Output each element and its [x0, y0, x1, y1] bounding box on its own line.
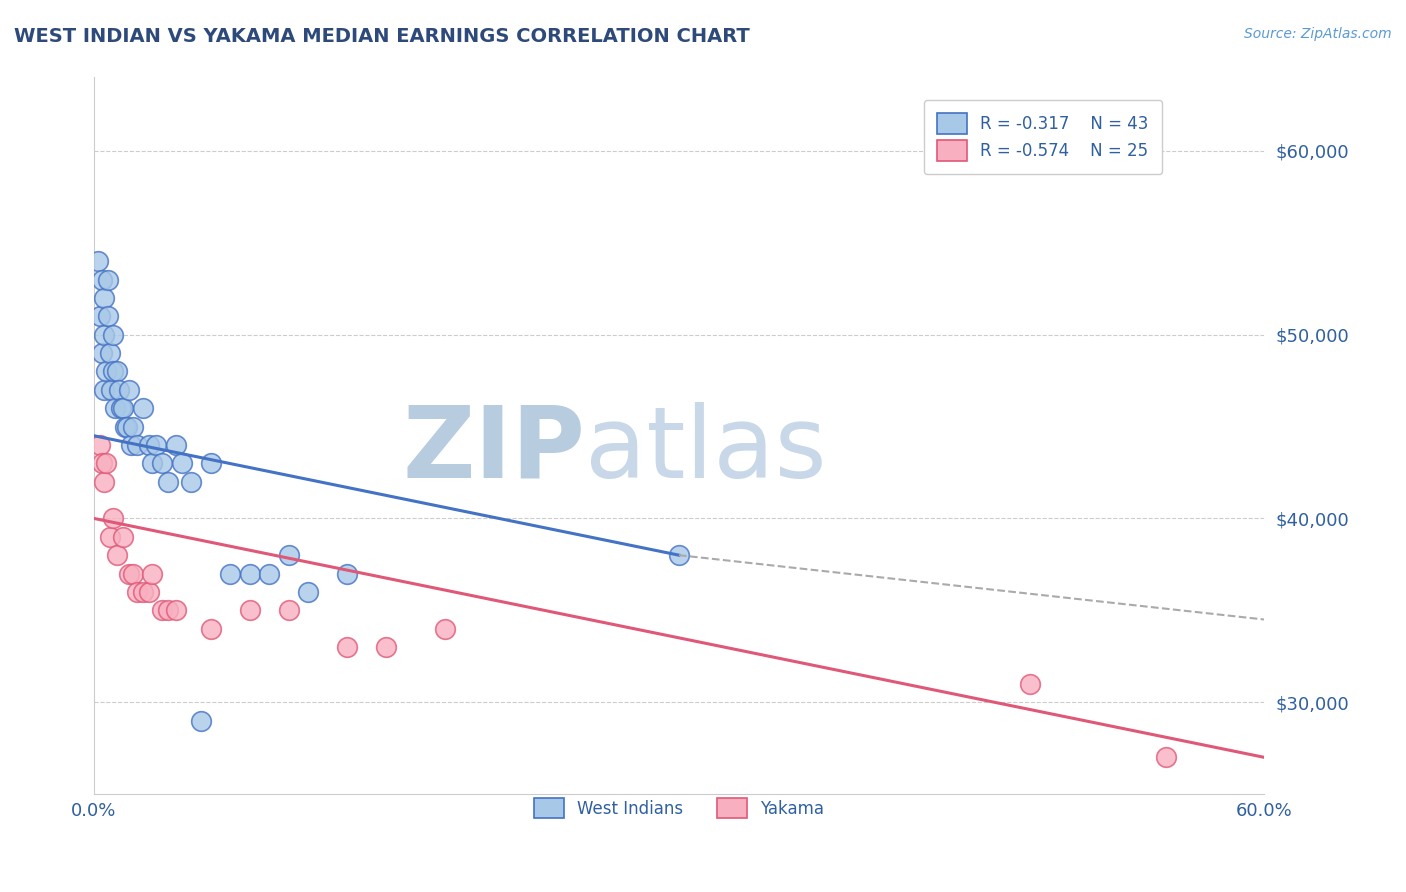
Point [93, 475, 115, 489]
Point [277, 603, 299, 617]
Point [87, 254, 110, 268]
Text: ZIP: ZIP [402, 401, 585, 499]
Point [89, 438, 111, 452]
Point [118, 383, 141, 397]
Point [277, 548, 299, 562]
Point [668, 548, 690, 562]
Point [138, 585, 160, 599]
Point [157, 475, 180, 489]
Point [100, 383, 122, 397]
Point [120, 438, 142, 452]
Text: Source: ZipAtlas.com: Source: ZipAtlas.com [1244, 27, 1392, 41]
Point [105, 548, 128, 562]
Point [141, 566, 163, 581]
Point [90, 346, 112, 360]
Point [150, 603, 173, 617]
Point [110, 401, 132, 416]
Point [104, 401, 127, 416]
Point [259, 566, 281, 581]
Point [90, 272, 112, 286]
Text: WEST INDIAN VS YAKAMA MEDIAN EARNINGS CORRELATION CHART: WEST INDIAN VS YAKAMA MEDIAN EARNINGS CO… [14, 27, 749, 45]
Point [105, 364, 128, 378]
Point [190, 714, 212, 728]
Point [94, 364, 117, 378]
Point [115, 419, 138, 434]
Point [97, 272, 120, 286]
Point [103, 511, 125, 525]
Point [112, 530, 135, 544]
Point [93, 291, 115, 305]
Point [93, 383, 115, 397]
Point [150, 456, 173, 470]
Point [297, 585, 319, 599]
Point [239, 603, 262, 617]
Point [1019, 677, 1042, 691]
Point [336, 566, 359, 581]
Point [200, 456, 222, 470]
Point [433, 622, 456, 636]
Point [122, 419, 145, 434]
Point [103, 364, 125, 378]
Point [98, 346, 121, 360]
Point [157, 603, 180, 617]
Point [239, 566, 262, 581]
Point [180, 475, 202, 489]
Point [336, 640, 359, 654]
Point [170, 456, 193, 470]
Point [1156, 750, 1178, 764]
Point [122, 566, 145, 581]
Point [97, 310, 120, 324]
Point [141, 456, 163, 470]
Point [94, 456, 117, 470]
Point [93, 327, 115, 342]
Point [98, 530, 121, 544]
Point [108, 383, 131, 397]
Point [112, 401, 135, 416]
Point [165, 603, 187, 617]
Point [131, 585, 153, 599]
Point [103, 327, 125, 342]
Point [145, 438, 167, 452]
Point [114, 419, 136, 434]
Point [90, 456, 112, 470]
Point [125, 585, 148, 599]
Point [219, 566, 242, 581]
Point [118, 566, 141, 581]
Point [89, 310, 111, 324]
Point [138, 438, 160, 452]
Point [165, 438, 187, 452]
Point [131, 401, 153, 416]
Text: atlas: atlas [585, 401, 827, 499]
Point [200, 622, 222, 636]
Point [375, 640, 398, 654]
Legend: West Indians, Yakama: West Indians, Yakama [527, 791, 831, 825]
Point [125, 438, 148, 452]
